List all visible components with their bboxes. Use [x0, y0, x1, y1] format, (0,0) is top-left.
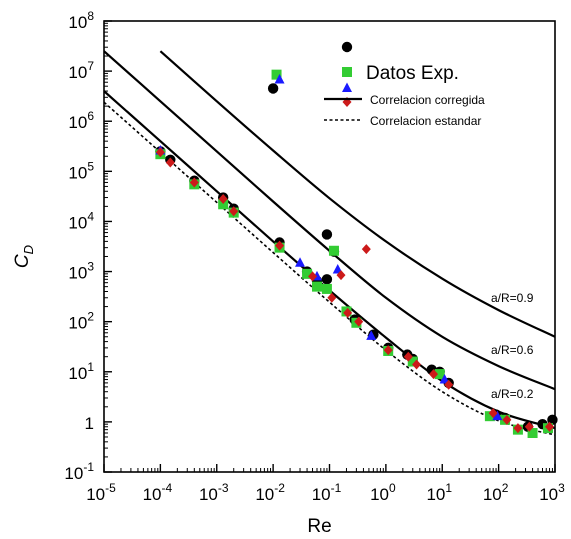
data-point-circle [321, 229, 333, 240]
data-point-triangle [295, 257, 306, 267]
data-point-diamond [545, 421, 555, 432]
data-point-diamond [361, 244, 371, 255]
x-axis-label: Re [307, 516, 331, 537]
data-point-diamond [412, 359, 422, 370]
data-point-square [311, 281, 322, 292]
curve-label: a/R=0.2 [491, 387, 534, 401]
data-point-diamond [343, 307, 353, 318]
legend-label: Correlacion corregida [370, 93, 485, 107]
data-point-triangle [366, 330, 377, 340]
legend-marker-square [342, 67, 352, 77]
data-point-square [434, 369, 445, 380]
data-point-diamond [218, 194, 228, 205]
x-tick-label: 10-5 [86, 481, 116, 504]
x-tick-label: 10-1 [312, 481, 342, 504]
y-tick-label: 106 [68, 109, 94, 132]
data-point-diamond [488, 408, 498, 419]
data-point-square [407, 356, 418, 367]
data-point-diamond [189, 177, 199, 188]
y-tick-label: 104 [68, 209, 94, 232]
data-point-square [328, 245, 339, 256]
data-point-square [527, 428, 538, 439]
y-tick-label: 102 [68, 310, 94, 333]
series-line-corregida-1 [104, 50, 555, 391]
legend: Datos Exp. Correlacion corregida Correlaci… [324, 41, 485, 128]
data-point-triangle [492, 410, 503, 421]
data-point-square [321, 283, 332, 294]
x-tick-label: 10-3 [199, 481, 229, 504]
y-tick-label: 1 [85, 414, 94, 433]
legend-marker-triangle [342, 82, 352, 92]
data-point-diamond [444, 379, 454, 390]
markers-layer [155, 69, 558, 439]
data-point-diamond [403, 351, 413, 362]
curve-labels: a/R=0.9 a/R=0.6 a/R=0.2 [491, 291, 534, 401]
curves-layer [104, 50, 555, 436]
data-point-square [484, 411, 495, 422]
data-point-diamond [383, 345, 393, 356]
data-point-square [271, 69, 282, 80]
x-tick-label: 102 [483, 481, 509, 504]
x-tick-label: 10-2 [255, 481, 285, 504]
y-tick-label: 107 [68, 59, 94, 82]
data-point-triangle [274, 74, 285, 84]
curve-label: a/R=0.9 [491, 291, 534, 305]
data-point-diamond [308, 271, 318, 282]
data-point-diamond [513, 423, 523, 434]
series-line-corregida-2 [104, 90, 555, 430]
curve-label: a/R=0.6 [491, 343, 534, 357]
x-tick-label: 103 [539, 481, 565, 504]
data-point-triangle [439, 374, 450, 384]
data-point-diamond [502, 414, 512, 425]
data-point-diamond [229, 206, 239, 217]
x-tick-label: 101 [426, 481, 452, 504]
data-point-diamond [155, 147, 165, 158]
y-tick-label: 105 [68, 159, 94, 182]
y-axis-label: CD [12, 245, 36, 268]
x-tick-label: 10-4 [143, 481, 173, 504]
y-tick-label: 101 [68, 360, 94, 383]
data-point-square [302, 268, 313, 279]
y-tick-label: 10-1 [64, 460, 94, 483]
x-tick-label: 100 [370, 481, 396, 504]
legend-label: Correlacion estandar [370, 114, 481, 128]
y-tick-label: 108 [68, 9, 94, 32]
data-point-circle [321, 274, 333, 285]
data-point-diamond [429, 369, 439, 380]
legend-label: Datos Exp. [366, 63, 459, 84]
y-tick-label: 103 [68, 260, 94, 283]
data-point-diamond [524, 421, 534, 432]
data-point-diamond [275, 240, 285, 251]
x-axis: 10-5 10-4 10-3 10-2 10-1 100 101 102 103 [86, 464, 565, 504]
data-point-circle [267, 83, 279, 94]
legend-marker-circle [341, 41, 353, 53]
series-line-corregida-0 [159, 50, 555, 338]
data-point-square [218, 199, 229, 210]
series-line-estandar [104, 101, 555, 436]
data-point-diamond [354, 316, 364, 327]
data-point-diamond [336, 270, 346, 281]
y-axis: 10-1 1 101 102 103 104 105 106 107 108 [64, 9, 112, 483]
data-point-diamond [165, 157, 175, 168]
data-point-diamond [327, 292, 337, 303]
